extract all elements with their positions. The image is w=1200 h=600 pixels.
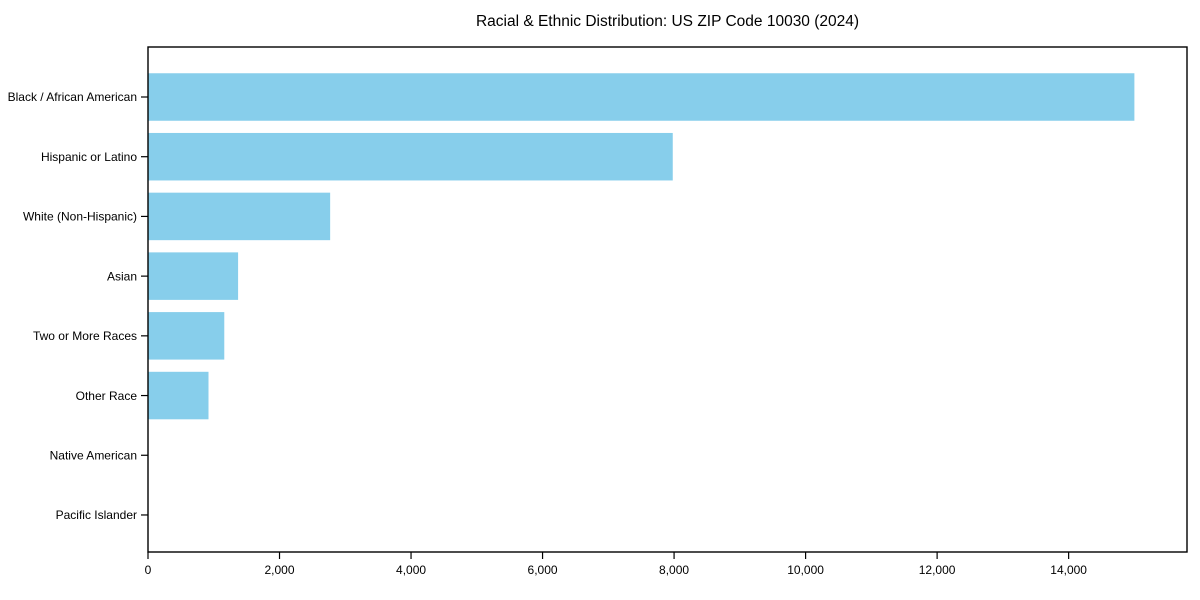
x-tick-label: 10,000 — [787, 563, 824, 577]
bar-1 — [148, 132, 673, 181]
x-tick-label: 2,000 — [265, 563, 295, 577]
x-tick-label: 14,000 — [1050, 563, 1087, 577]
plot-border — [147, 46, 1188, 553]
y-tick-label: Black / African American — [8, 90, 137, 104]
x-tick-label: 8,000 — [659, 563, 689, 577]
y-tick-label: Other Race — [76, 389, 138, 403]
y-tick-label: Native American — [50, 448, 137, 462]
bar-2 — [148, 192, 331, 241]
x-tick-label: 0 — [145, 563, 152, 577]
x-tick-label: 12,000 — [919, 563, 956, 577]
chart-title: Racial & Ethnic Distribution: US ZIP Cod… — [475, 13, 860, 30]
y-tick-label: Pacific Islander — [56, 508, 137, 522]
y-tick-label: Two or More Races — [33, 329, 137, 343]
x-tick-label: 6,000 — [528, 563, 558, 577]
x-tick-label: 4,000 — [396, 563, 426, 577]
y-tick-label: White (Non-Hispanic) — [23, 210, 137, 224]
bar-4 — [148, 312, 225, 360]
y-tick-label: Asian — [107, 269, 137, 283]
bar-5 — [148, 371, 209, 420]
bar-3 — [148, 252, 239, 300]
bar-0 — [148, 73, 1135, 121]
y-tick-label: Hispanic or Latino — [41, 150, 137, 164]
